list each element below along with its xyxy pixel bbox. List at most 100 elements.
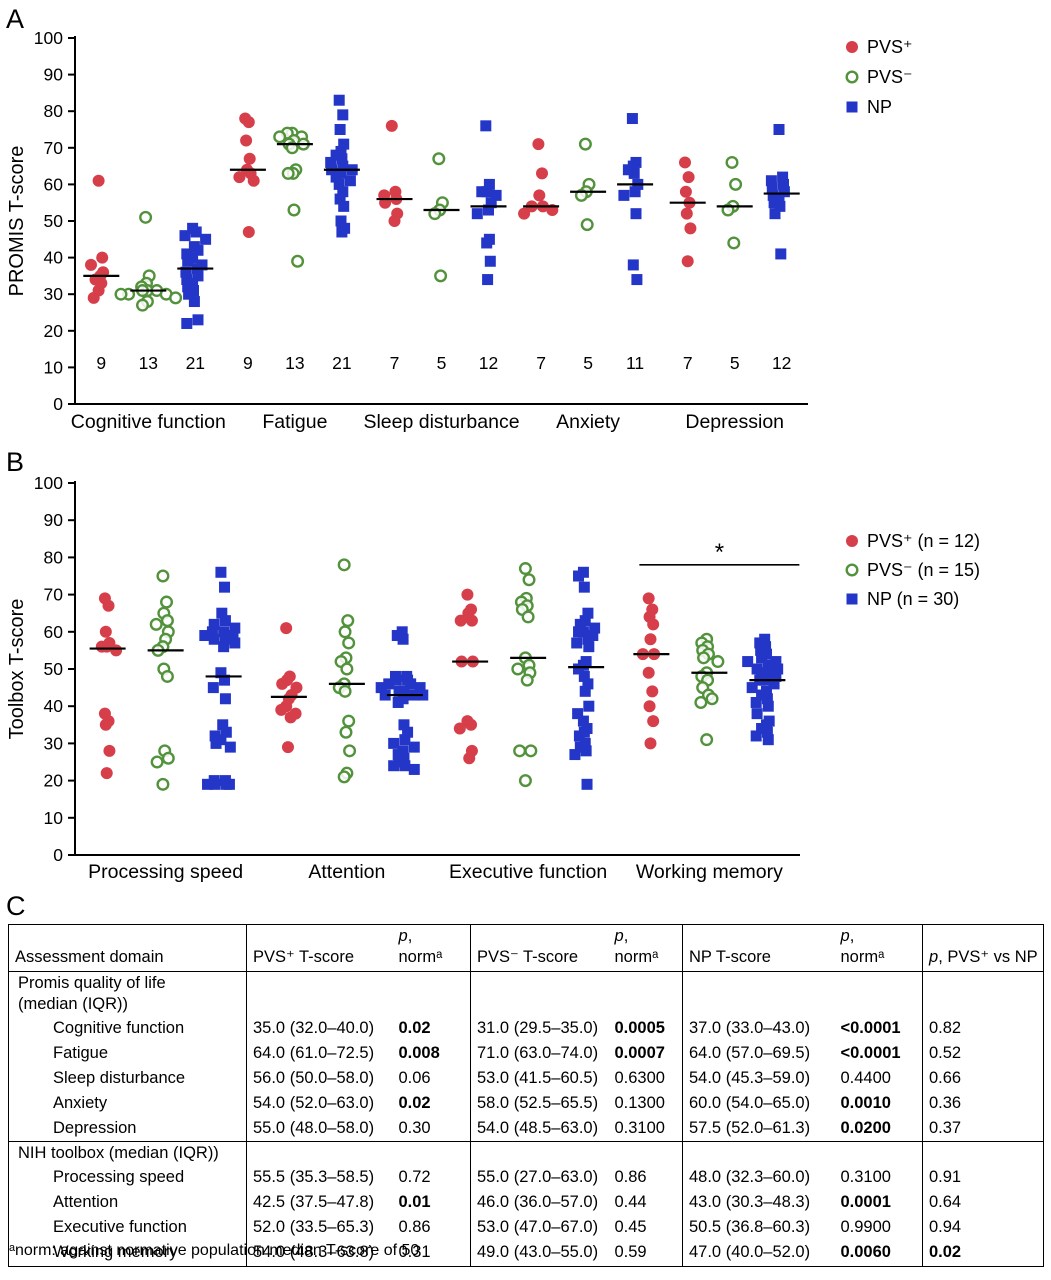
cell: <0.0001: [834, 1016, 923, 1042]
row-label: Sleep disturbance: [8, 1066, 247, 1092]
data-point: [337, 109, 349, 121]
cell: 0.82: [929, 1019, 962, 1038]
data-point: [518, 562, 532, 576]
table-header-row: Assessment domain PVS⁺ T-score p, normᵃ PVS⁻…: [8, 924, 1044, 973]
legend-marker: [846, 593, 858, 605]
cell: 0.02: [929, 1243, 962, 1262]
category-label: Processing speed: [88, 861, 243, 883]
data-point: [681, 255, 694, 268]
cell: 0.45: [608, 1215, 683, 1241]
data-point: [330, 171, 342, 183]
data-point: [92, 174, 105, 187]
cell: 0.1300: [608, 1091, 683, 1117]
cell: 49.0 (43.0–55.0): [477, 1243, 599, 1262]
data-point: [583, 641, 595, 653]
y-tick-label: 100: [34, 473, 63, 493]
panel-b-label: B: [6, 447, 25, 477]
cell: 0.008: [392, 1041, 471, 1067]
y-tick-label: 50: [44, 211, 64, 231]
data-point: [156, 777, 170, 791]
data-point: [569, 749, 581, 761]
cell: 42.5 (37.5–47.8): [253, 1193, 375, 1212]
cell: 0.0001: [834, 1190, 923, 1216]
data-point: [490, 189, 502, 201]
data-point: [336, 153, 348, 165]
data-point: [388, 760, 400, 772]
y-tick-label: 80: [44, 547, 64, 567]
data-point: [581, 778, 593, 790]
legend-marker: [846, 41, 858, 53]
legend-marker: [845, 70, 859, 84]
table-row: Attention 42.5 (37.5–47.8) 0.01 46.0 (36.0–…: [8, 1190, 1044, 1216]
data-point: [778, 186, 790, 198]
data-point: [583, 700, 595, 712]
data-point: [325, 156, 337, 168]
row-label: Cognitive function: [8, 1016, 247, 1042]
data-point: [580, 745, 592, 757]
cell: 0.0060: [834, 1240, 923, 1267]
row-label: Depression: [8, 1116, 247, 1142]
legend-marker: [846, 535, 858, 547]
table-row: Executive function 52.0 (33.5–65.3) 0.86 53…: [8, 1215, 1044, 1241]
data-point: [768, 197, 780, 209]
data-point: [755, 644, 767, 656]
data-point: [103, 744, 116, 757]
data-point: [160, 595, 174, 609]
data-point: [622, 164, 634, 176]
data-point: [218, 626, 230, 638]
data-point: [215, 667, 227, 679]
y-tick-label: 0: [53, 845, 63, 865]
data-point: [180, 266, 192, 278]
y-tick-label: 30: [44, 733, 64, 753]
data-point: [85, 258, 97, 271]
cell: 53.0 (47.0–67.0): [477, 1218, 599, 1237]
legend-marker: [845, 563, 859, 577]
data-point: [160, 614, 174, 628]
row-label: NIH toolbox (median (IQR)): [8, 1141, 247, 1166]
data-point: [390, 674, 402, 686]
data-point: [573, 730, 585, 742]
n-label: 7: [390, 353, 400, 373]
data-point: [135, 298, 149, 312]
cell: 0.86: [608, 1165, 683, 1191]
data-point: [99, 718, 112, 731]
data-point: [524, 744, 538, 758]
y-tick-label: 70: [44, 138, 64, 158]
data-point: [578, 581, 590, 593]
cell: 55.0 (48.0–58.0): [253, 1119, 375, 1138]
data-point: [711, 655, 725, 669]
data-point: [392, 696, 404, 708]
n-label: 21: [186, 353, 205, 373]
table-row: Fatigue 64.0 (61.0–72.5) 0.008 71.0 (63.0–7…: [8, 1041, 1044, 1067]
cell: [392, 971, 471, 1017]
cell: 35.0 (32.0–40.0): [253, 1019, 375, 1038]
data-point: [536, 167, 548, 180]
legend-marker: [846, 101, 858, 113]
column-header: Assessment domain: [8, 924, 247, 973]
data-point: [342, 714, 356, 728]
cell: 0.44: [608, 1190, 683, 1216]
data-point: [281, 741, 294, 754]
data-point: [573, 570, 585, 582]
data-point: [465, 614, 478, 627]
cell: 0.0005: [608, 1016, 683, 1042]
y-tick-label: 10: [44, 808, 64, 828]
category-label: Cognitive function: [71, 411, 226, 433]
data-point: [209, 778, 221, 790]
data-point: [774, 200, 786, 212]
cell: [246, 1141, 393, 1166]
y-tick-label: 20: [44, 771, 64, 791]
data-point: [100, 767, 113, 780]
cell: 0.52: [929, 1044, 962, 1063]
data-point: [461, 588, 474, 601]
data-point: [229, 637, 241, 649]
data-point: [336, 226, 348, 238]
column-header: PVS⁺ T-score: [246, 924, 393, 973]
n-label: 5: [437, 353, 447, 373]
cell: 60.0 (54.0–65.0): [689, 1094, 811, 1113]
significance-star: *: [715, 539, 724, 566]
n-label: 11: [626, 353, 644, 373]
data-point: [114, 287, 128, 301]
column-header: PVS⁻ T-score: [470, 924, 609, 973]
